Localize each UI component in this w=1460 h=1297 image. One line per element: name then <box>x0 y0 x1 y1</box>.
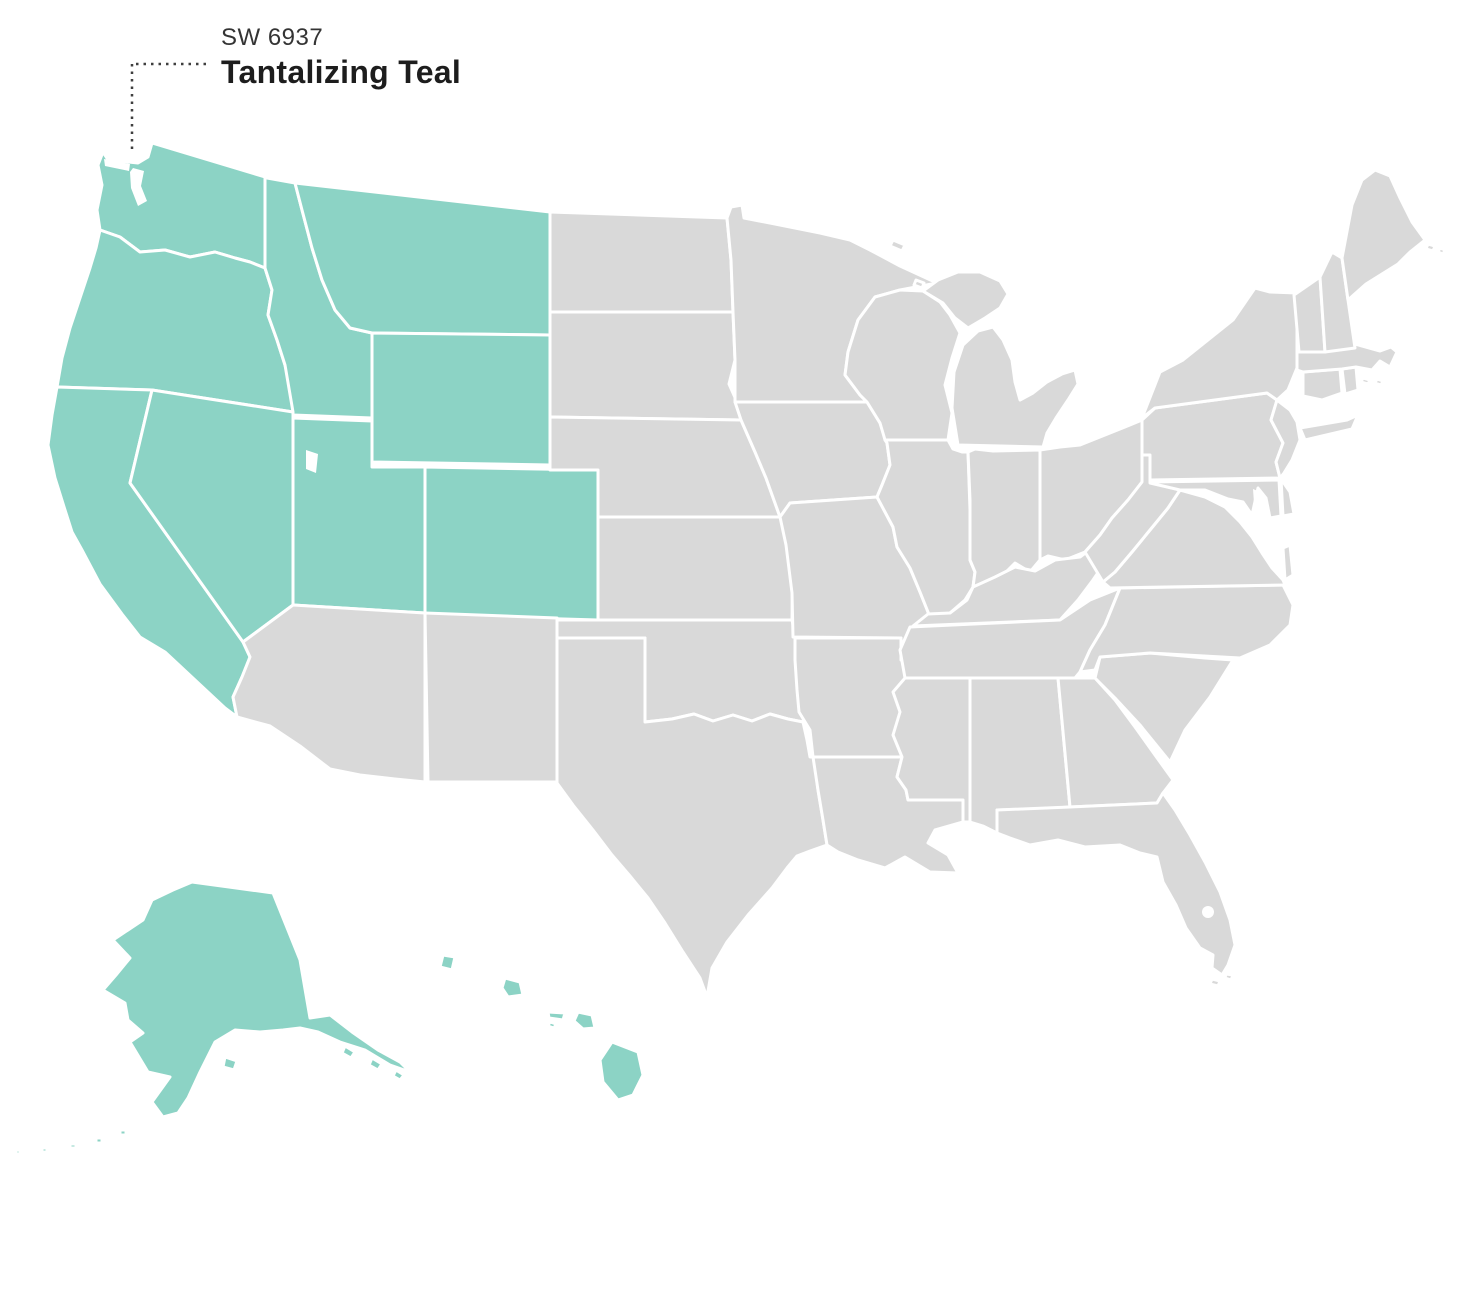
state-az: Arizona <box>231 603 427 784</box>
state-ma: Massachusetts <box>1295 342 1399 387</box>
state-wy: Wyoming <box>370 331 552 467</box>
state-sd: South Dakota <box>548 310 743 422</box>
state-tx: Texas <box>555 636 829 999</box>
paint-code-text: SW 6937 <box>221 24 324 51</box>
state-fl: Florida <box>995 791 1237 988</box>
leader-layer <box>130 62 206 151</box>
state-ky: Kentucky <box>911 540 1110 628</box>
state-mi: Michigan <box>888 238 1080 449</box>
state-nj: New Jersey <box>1269 398 1302 480</box>
state-ct: Connecticut <box>1301 367 1344 402</box>
chesapeake-bay-water <box>1253 489 1263 520</box>
states-layer: WashingtonOregonCaliforniaNevadaIdahoMon… <box>14 141 1447 1156</box>
state-ak: Alaska <box>14 880 412 1156</box>
paint-swatch-label: SW 6937 Tantalizing Teal <box>221 24 461 90</box>
water-layer <box>104 159 1263 918</box>
state-ri: Rhode Island <box>1340 365 1360 396</box>
state-nm: New Mexico <box>423 611 559 784</box>
state-nc: North Carolina <box>1078 583 1295 674</box>
state-co: Colorado <box>423 465 600 622</box>
state-ks: Kansas <box>596 515 795 622</box>
state-nd: North Dakota <box>548 210 735 314</box>
state-me: Maine <box>1340 168 1447 302</box>
lake-okeechobee-water <box>1202 906 1214 918</box>
state-in: Indiana <box>966 447 1042 589</box>
state-hi: Hawaii <box>438 953 645 1102</box>
strait-of-juan-de-fuca-water <box>104 159 130 171</box>
paint-name-text: Tantalizing Teal <box>221 53 462 90</box>
state-md: Maryland <box>1148 478 1283 520</box>
puget-sound-water <box>130 168 147 206</box>
great-salt-lake-water <box>306 450 318 473</box>
state-de: Delaware <box>1279 477 1296 518</box>
